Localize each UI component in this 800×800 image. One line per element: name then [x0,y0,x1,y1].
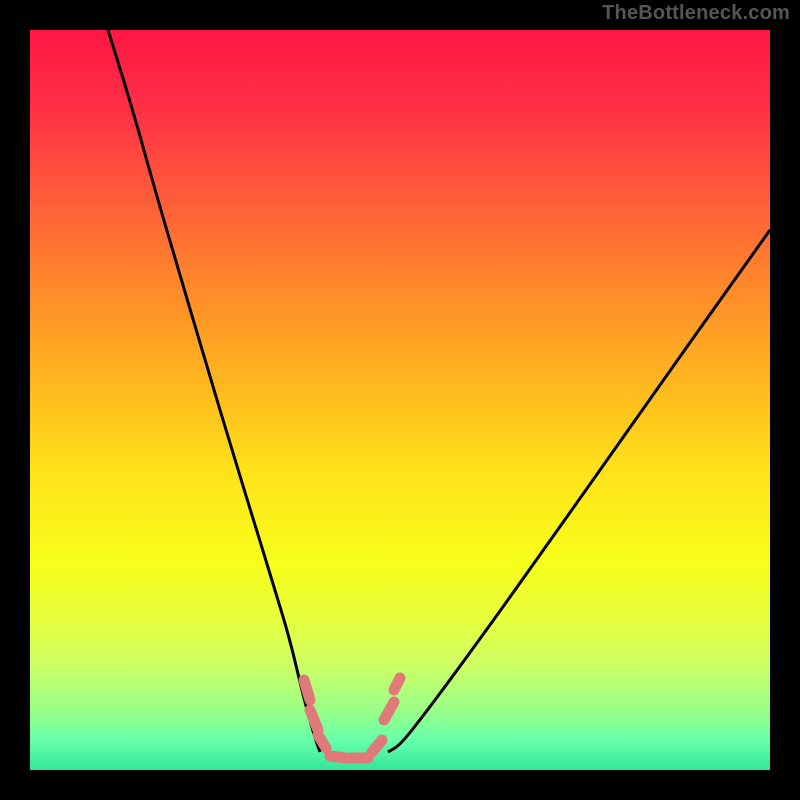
chart-container: TheBottleneck.com [0,0,800,800]
watermark-text: TheBottleneck.com [602,2,790,25]
bottleneck-chart-svg [0,0,800,800]
